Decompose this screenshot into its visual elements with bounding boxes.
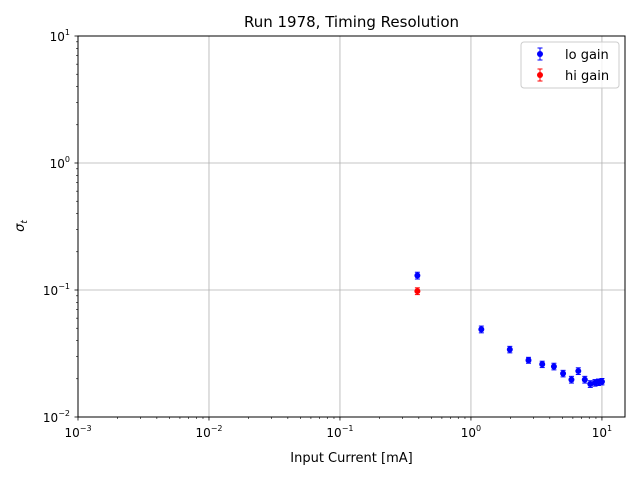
lo-gain-point [550,363,557,370]
lo-gain-point [587,380,594,387]
lo-gain-point [581,376,588,383]
lo-gain-legend-label: lo gain [565,48,609,63]
y-tick-label: 100 [50,155,70,171]
x-axis-label: Input Current [mA] [290,451,412,466]
x-tick-label: 10−3 [64,424,91,440]
y-axis-label: σt [13,220,30,232]
chart-title: Run 1978, Timing Resolution [244,13,459,31]
x-tick-label: 10−2 [195,424,222,440]
data-layer [414,271,605,388]
lo-gain-legend-marker [537,51,543,57]
y-axis-label-subscript: t [20,220,30,224]
x-tick-label: 100 [461,424,481,440]
hi-gain-legend-label: hi gain [565,69,609,84]
y-tick-label: 10−1 [43,282,70,298]
legend-box [520,41,620,89]
lo-gain-point [568,376,575,383]
legend: lo gain hi gain [520,41,620,89]
y-tick-label: 101 [50,28,70,44]
hi-gain-point [414,288,421,295]
lo-gain-point [539,361,546,368]
lo-gain-point [414,272,421,279]
lo-gain-point [525,357,532,364]
lo-gain-point [506,346,513,353]
y-tick-label: 10−2 [43,409,70,425]
x-tick-label: 101 [592,424,612,440]
hi-gain-legend-marker [537,72,543,78]
lo-gain-point [478,326,485,333]
x-tick-label: 10−1 [326,424,353,440]
plot-frame [77,35,626,418]
lo-gain-point [575,368,582,375]
lo-gain-point [560,370,567,377]
lo-gain-point [598,378,605,385]
y-axis-label-base: σ [13,223,28,232]
